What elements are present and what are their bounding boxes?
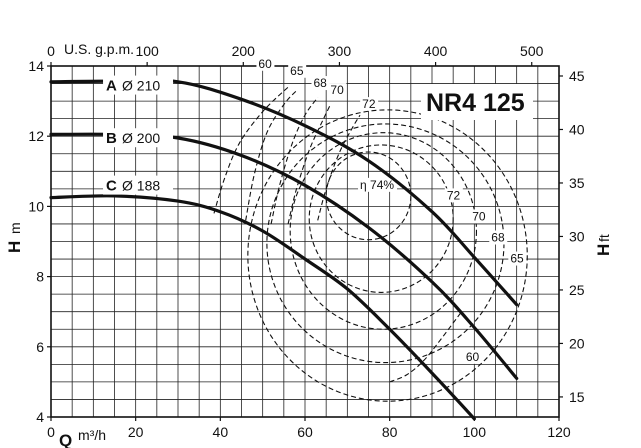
curve-label-backdrop: [103, 175, 174, 195]
y-ticks-left: 4 6 8 10 12 14: [28, 58, 51, 425]
x-ticks-bottom: 0 20 40 60 80 100 120: [47, 417, 571, 440]
efficiency-contour: [325, 151, 412, 241]
efficiency-contour: [213, 86, 289, 214]
efficiency-label: 65: [290, 64, 304, 78]
tick-label-top: 200: [232, 43, 256, 59]
head-curve-c: [49, 194, 476, 421]
efficiency-label: 72: [362, 97, 376, 111]
efficiency-label-backdrop: [489, 230, 508, 245]
tick-label-top: 400: [424, 43, 448, 59]
tick-label-right: 40: [569, 121, 585, 137]
right-axis-title: H: [594, 244, 613, 256]
efficiency-contour: [389, 311, 463, 383]
efficiency-label: 72: [447, 188, 461, 202]
efficiency-contour: [308, 144, 454, 293]
tick-label-top: 300: [328, 43, 352, 59]
curve-letter-label: B: [106, 130, 117, 147]
tick-label-right: 20: [569, 335, 585, 351]
efficiency-label-backdrop: [288, 63, 307, 78]
efficiency-contour: [270, 97, 319, 225]
efficiency-contour: [289, 132, 478, 330]
efficiency-label-backdrop: [311, 76, 330, 91]
efficiency-contour: [287, 104, 331, 225]
x-ticks-top: 0 100 200 300 400 500: [47, 43, 544, 66]
y-ticks-right: 15 20 25 30 35 40 45: [559, 68, 585, 405]
efficiency-label: 60: [466, 350, 480, 364]
curve-diameter-label: Ø 188: [122, 178, 160, 194]
tick-label-right: 45: [569, 68, 585, 84]
tick-label-right: 25: [569, 282, 585, 298]
efficiency-label-backdrop: [328, 83, 347, 98]
efficiency-label-backdrop: [463, 349, 482, 364]
left-axis-title: H: [5, 241, 24, 253]
curve-label-backdrop: [103, 128, 174, 148]
tick-label-top: 0: [47, 43, 55, 59]
right-axis-unit: ft: [596, 234, 612, 242]
efficiency-label-backdrop: [358, 177, 398, 192]
left-axis-unit: m: [7, 222, 23, 234]
efficiency-label-backdrop: [508, 251, 527, 266]
efficiency-contour: [245, 90, 297, 221]
curve-label-backdrop: [103, 75, 174, 95]
head-curves: A Ø 210 B Ø 200 C Ø 188: [49, 75, 519, 421]
tick-label-bottom: 20: [128, 424, 144, 440]
efficiency-label: 68: [313, 76, 327, 90]
tick-label-right: 15: [569, 389, 585, 405]
efficiency-label-backdrop: [360, 97, 379, 112]
efficiency-label-backdrop: [256, 56, 275, 71]
tick-label-left: 10: [28, 198, 44, 214]
tick-label-bottom: 60: [297, 424, 313, 440]
tick-label-top: 100: [135, 43, 159, 59]
tick-label-bottom: 120: [547, 424, 571, 440]
top-axis-unit: U.S. g.p.m.: [64, 41, 134, 57]
tick-label-bottom: 80: [382, 424, 398, 440]
tick-label-left: 14: [28, 58, 44, 74]
model-label-backdrop: [421, 84, 533, 120]
bottom-axis-unit: m³/h: [78, 427, 106, 443]
tick-label-left: 12: [28, 128, 44, 144]
tick-label-right: 35: [569, 175, 585, 191]
efficiency-label: 65: [510, 252, 524, 266]
tick-label-top: 500: [520, 43, 544, 59]
tick-label-right: 30: [569, 228, 585, 244]
bottom-axis-title: Q: [59, 431, 72, 448]
efficiency-label-backdrop: [470, 209, 489, 224]
model-label: NR4 125: [426, 89, 525, 117]
curve-diameter-label: Ø 210: [122, 78, 160, 94]
efficiency-label-backdrop: [444, 188, 463, 203]
curve-diameter-label: Ø 200: [122, 130, 160, 146]
tick-label-left: 6: [36, 339, 44, 355]
tick-label-left: 8: [36, 269, 44, 285]
efficiency-label: 68: [491, 231, 505, 245]
tick-label-left: 4: [36, 409, 44, 425]
curve-letter-label: C: [106, 178, 117, 195]
efficiency-contour: [247, 109, 528, 402]
tick-label-bottom: 0: [47, 424, 55, 440]
efficiency-label: 70: [472, 209, 486, 223]
tick-label-bottom: 100: [463, 424, 487, 440]
curve-letter-label: A: [106, 78, 117, 95]
efficiency-label: 70: [330, 83, 344, 97]
tick-label-bottom: 40: [213, 424, 229, 440]
efficiency-label: η 74%: [360, 178, 394, 192]
efficiency-label: 60: [258, 57, 272, 71]
